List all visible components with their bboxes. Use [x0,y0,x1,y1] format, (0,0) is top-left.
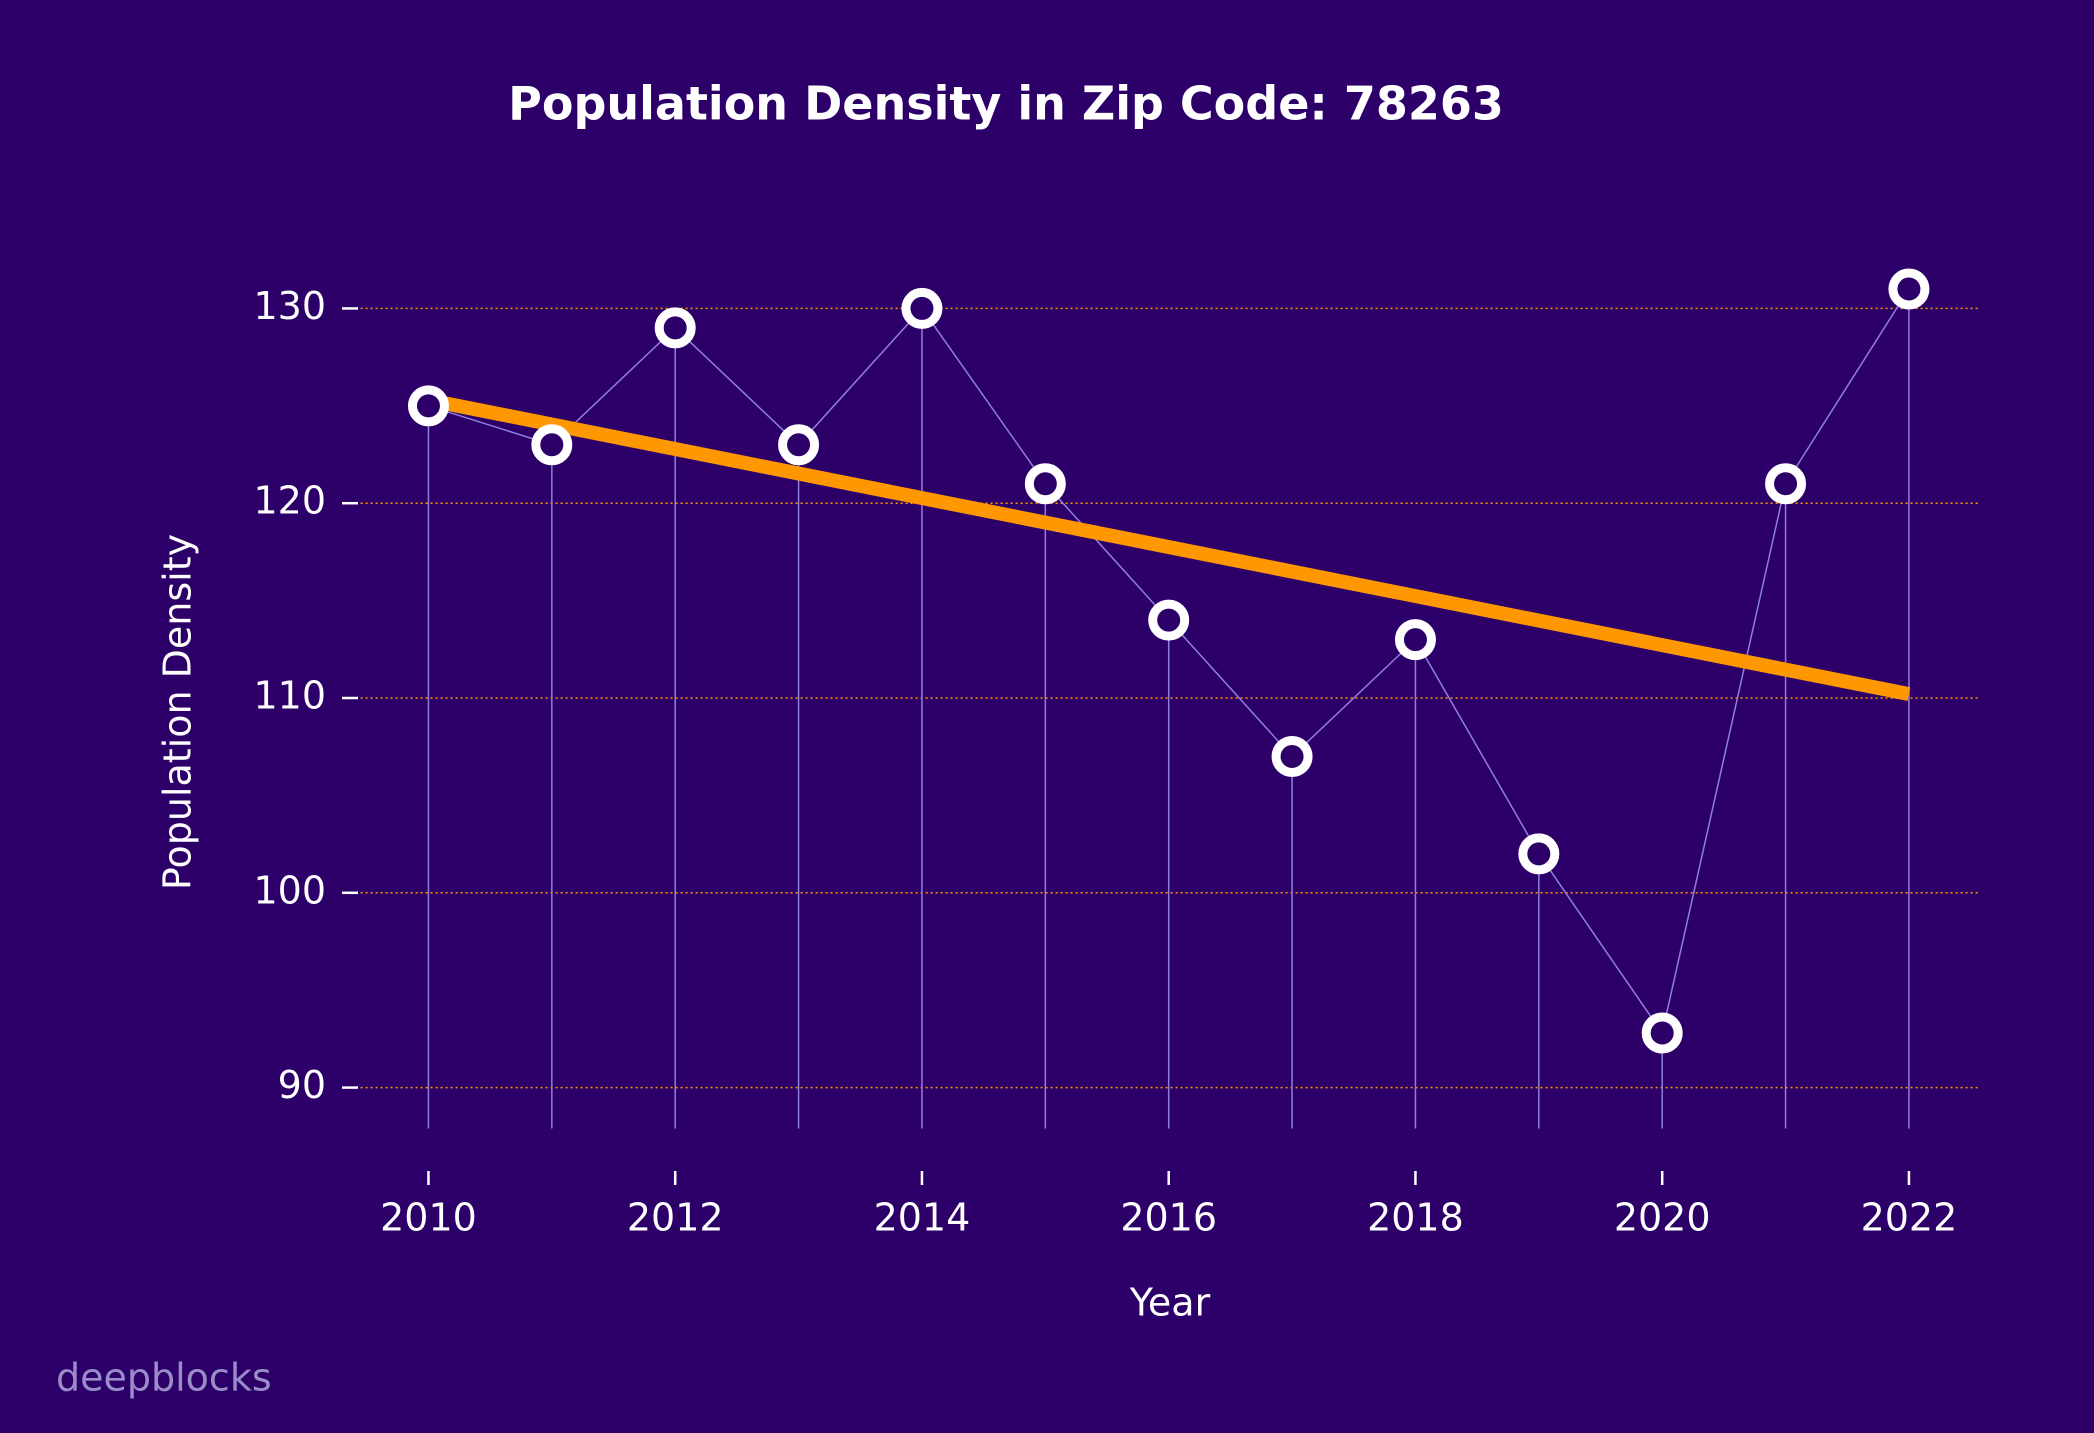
marker [1394,619,1436,661]
y-tick-label: 100 [253,868,326,912]
marker [654,307,696,349]
x-tick-label: 2016 [1120,1196,1217,1240]
marker [778,424,820,466]
x-tick-label: 2012 [627,1196,724,1240]
marker [531,424,573,466]
trend-line [427,393,1911,701]
y-tick-label: 130 [253,284,326,328]
y-tick-label: 90 [278,1063,326,1107]
marker [1888,268,1930,310]
x-axis-label: Year [1129,1281,1211,1325]
marker [1765,463,1807,505]
x-tick-label: 2020 [1614,1196,1711,1240]
y-tick-label: 110 [253,674,326,718]
y-tick-label: 120 [253,479,326,523]
marker [1271,735,1313,777]
marker [1518,833,1560,875]
x-tick-label: 2014 [874,1196,971,1240]
x-tick-label: 2010 [380,1196,477,1240]
marker [1641,1012,1683,1054]
marker [1148,599,1190,641]
marker [1024,463,1066,505]
y-axis-label: Population Density [156,534,200,890]
x-tick-label: 2018 [1367,1196,1464,1240]
marker [901,287,943,329]
marker [407,385,449,427]
x-tick-label: 2022 [1861,1196,1958,1240]
chart-title: Population Density in Zip Code: 78263 [508,77,1504,131]
watermark: deepblocks [56,1356,272,1400]
